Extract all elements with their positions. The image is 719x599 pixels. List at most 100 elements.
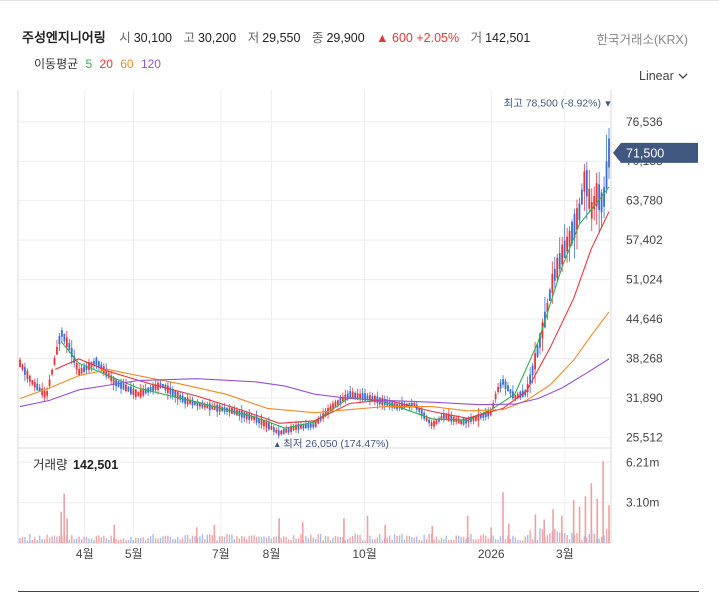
candle-body (68, 343, 71, 350)
volume-bar (568, 539, 571, 543)
volume-bar (403, 539, 406, 543)
candle-body (248, 413, 251, 420)
high-label: 고 (183, 31, 195, 45)
open-label: 시 (119, 31, 131, 45)
candle-body (462, 418, 465, 425)
volume-bar (305, 536, 307, 543)
volume-bar (177, 536, 179, 543)
change-value: ▲ 600 +2.05% (376, 31, 460, 45)
candle-body (300, 424, 302, 429)
volume-bar (152, 534, 154, 543)
volume-bar (149, 535, 152, 543)
candle-body (573, 213, 576, 238)
volume-bar (127, 540, 130, 543)
candle-body (420, 409, 423, 417)
volume-bar (278, 518, 280, 543)
candle-body (258, 418, 260, 424)
candle-body (122, 383, 125, 390)
candle-body (332, 403, 334, 409)
top-divider (0, 0, 719, 1)
candle-body (351, 391, 354, 398)
volume-bar (508, 523, 510, 543)
volume-bar (428, 533, 430, 543)
volume-bar (497, 539, 499, 543)
candle-body (548, 289, 551, 302)
time-axis-label: 3월 (556, 547, 574, 561)
volume-bar (490, 527, 492, 543)
volume-bar (292, 535, 295, 543)
scale-selector[interactable]: Linear (639, 69, 688, 83)
volume-bar (206, 534, 208, 543)
candle-body (494, 393, 497, 400)
volume-bar (223, 536, 226, 543)
candle-body (253, 416, 256, 421)
volume-bar (199, 536, 201, 543)
volume-bars (19, 461, 610, 543)
volume-bar (307, 538, 310, 543)
volume-bar (137, 538, 139, 543)
volume-bar (297, 538, 300, 543)
candle-body (97, 361, 100, 367)
candle-body (78, 369, 81, 376)
candle-body (201, 402, 204, 408)
candle-body (418, 408, 421, 412)
volume-bar (571, 532, 573, 543)
volume-bar (125, 539, 127, 543)
volume-value: 142,501 (485, 31, 531, 45)
candle-body (132, 388, 135, 395)
volume-bar (181, 538, 184, 543)
volume-bar (388, 535, 391, 543)
candle-body (75, 362, 78, 370)
volume-bar (343, 518, 345, 543)
candle-body (112, 377, 115, 385)
volume-bar (598, 538, 600, 543)
volume-bar (408, 535, 411, 543)
volume-bar (608, 505, 610, 543)
volume-bar (31, 539, 34, 543)
low-label: 저 (247, 31, 260, 45)
candle-body (304, 423, 307, 429)
price-tick-label: 44,646 (626, 312, 663, 326)
candle-body (245, 412, 248, 419)
volume-bar (238, 538, 241, 543)
volume-bar (536, 539, 539, 543)
time-axis-label: 8월 (263, 547, 281, 561)
volume-bar (273, 536, 275, 543)
candle-body (440, 416, 443, 420)
candle-body (593, 195, 596, 210)
price-tick-label: 76,536 (626, 115, 663, 129)
current-price-label: 71,500 (626, 146, 664, 160)
volume-bar (455, 535, 457, 543)
ma-legend-label: 이동평균 (34, 57, 79, 71)
candle-body (144, 388, 147, 394)
candle-body (65, 337, 68, 347)
candle-body (285, 428, 288, 433)
candle-body (19, 359, 21, 367)
volume-bar (539, 528, 541, 543)
candle-body (403, 403, 406, 409)
volume-bar (376, 537, 379, 543)
candle-body (275, 429, 278, 433)
moving-average-20-line (55, 211, 610, 424)
candle-body (588, 188, 591, 209)
candle-body (287, 427, 290, 433)
volume-bar (556, 531, 558, 543)
candle-body (541, 322, 544, 339)
volume-bar (605, 528, 608, 543)
candle-body (509, 389, 512, 394)
volume-bar (475, 539, 477, 543)
volume-bar (209, 534, 211, 543)
volume-bar (524, 536, 526, 543)
volume-bar (36, 539, 38, 543)
volume-bar (250, 535, 253, 543)
candle-body (137, 392, 140, 396)
volume-bar (132, 540, 135, 543)
candle-body (430, 422, 433, 427)
candle-body (499, 382, 502, 389)
candle-body (329, 406, 332, 411)
volume-bar (374, 539, 376, 543)
volume-bar (280, 537, 282, 543)
candle-body (489, 410, 492, 416)
volume-bar (406, 535, 408, 543)
